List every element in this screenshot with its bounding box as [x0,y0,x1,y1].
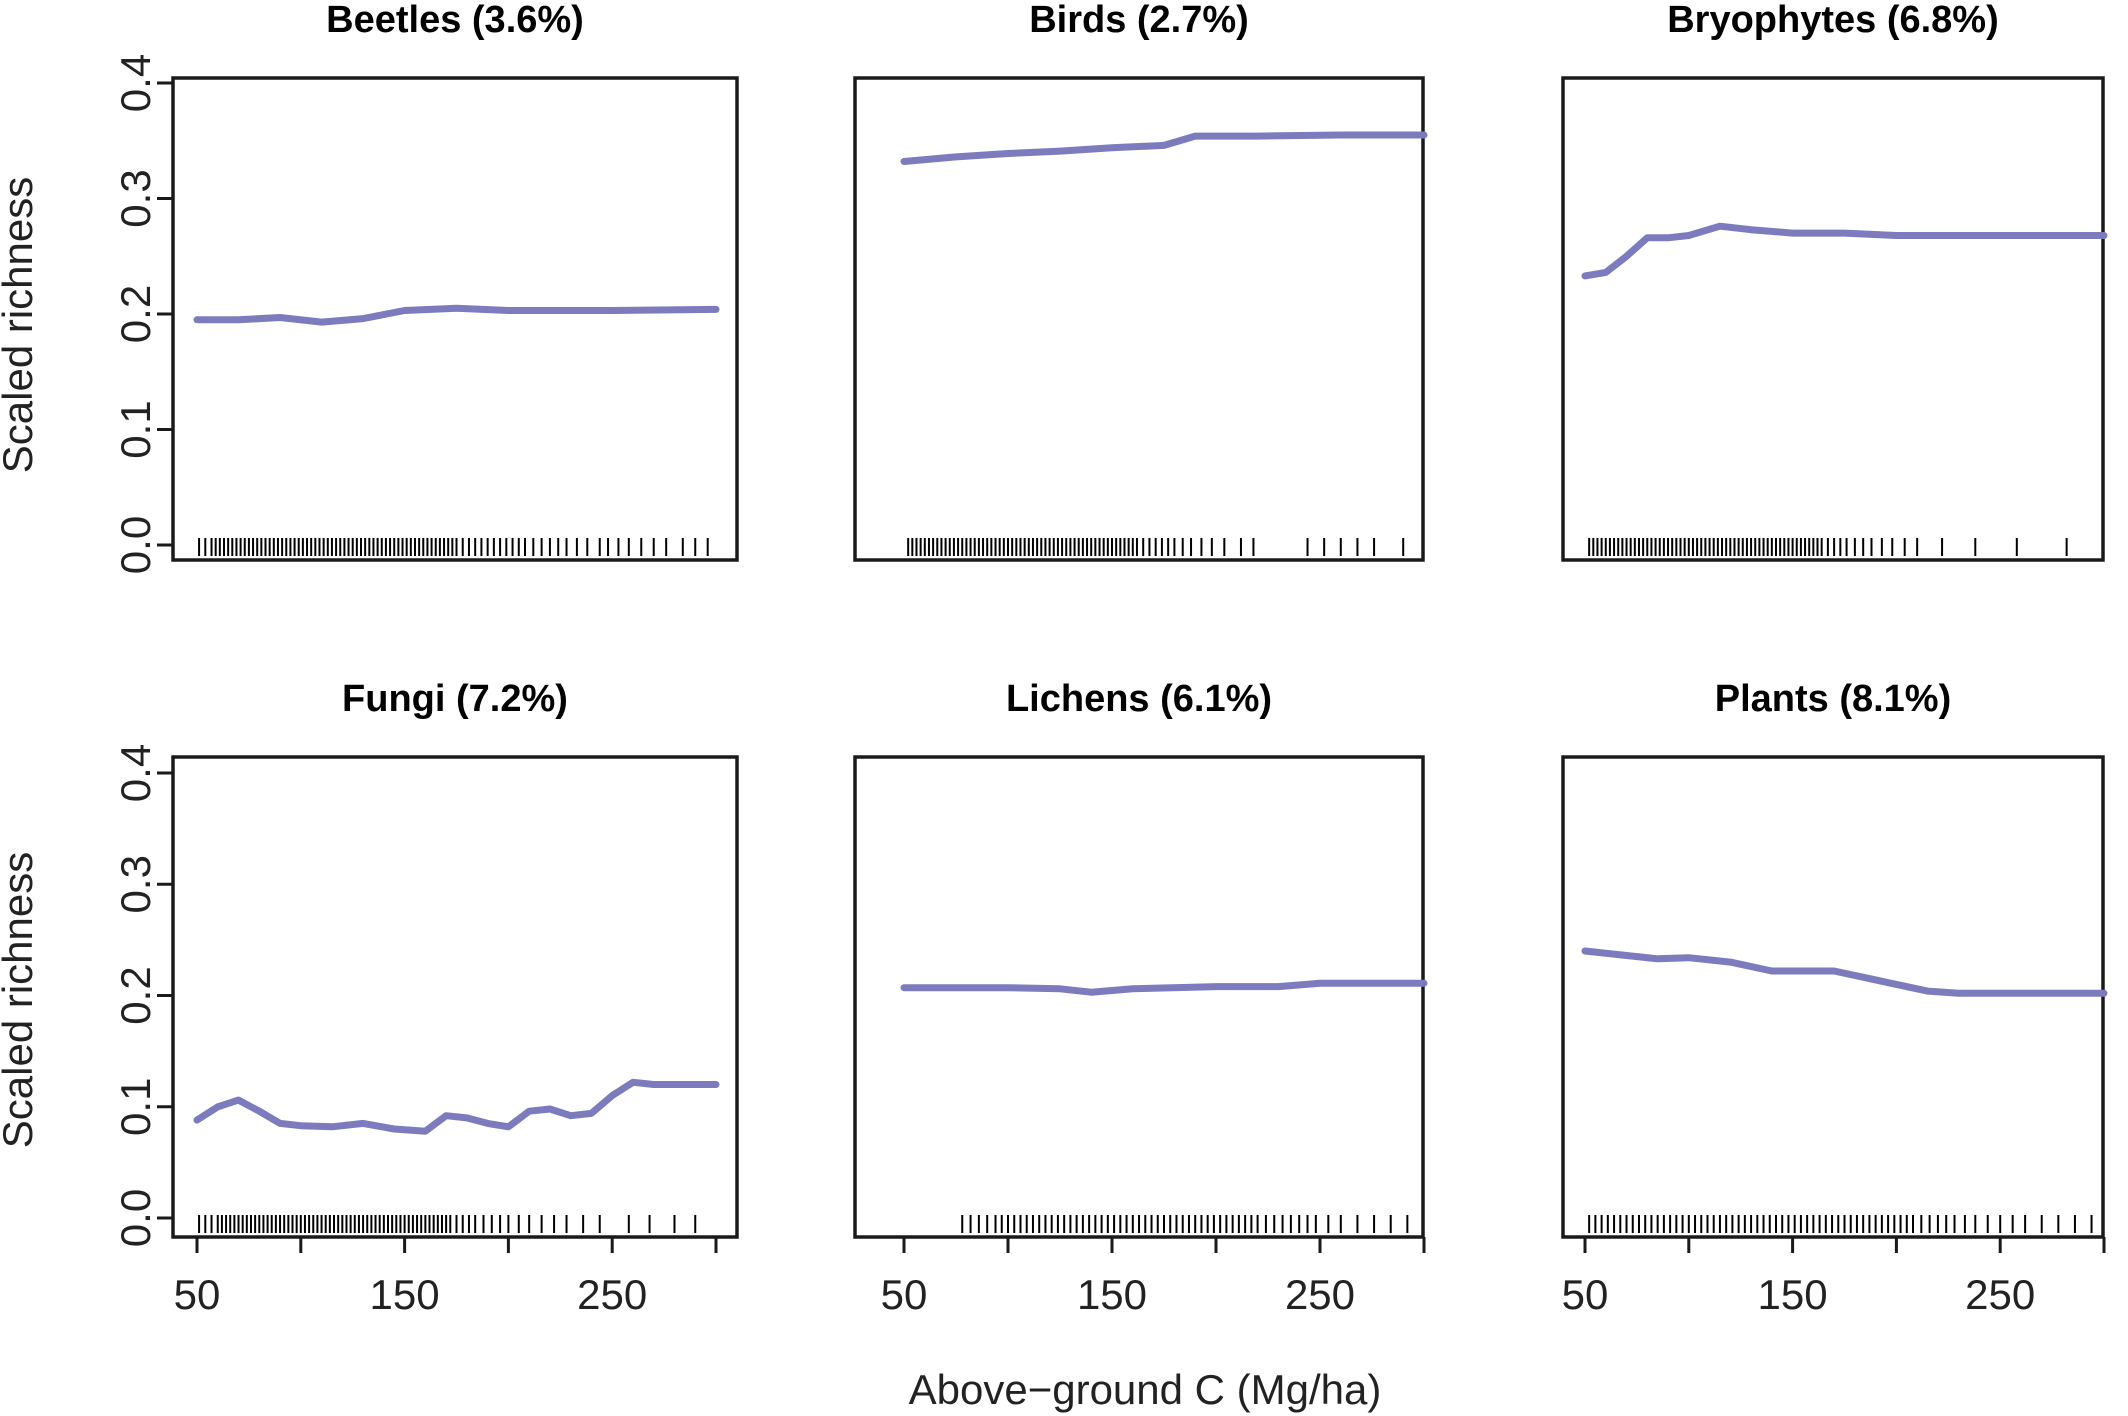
x-tick-label: 150 [370,1271,440,1318]
series-line [900,979,1428,996]
x-tick-label: 250 [1965,1271,2035,1318]
x-tick-label: 50 [174,1271,221,1318]
plot-frame [171,755,739,1239]
panel-5: Lichens (6.1%) 50 150 250 [853,678,1428,1318]
panel-title: Beetles (3.6%) [326,0,584,41]
x-tick-label: 150 [1758,1271,1828,1318]
plot-frame [853,755,1425,1239]
panel-1: Beetles (3.6%) 0.0 0.1 0.2 0.3 0.4 [112,0,739,574]
y-tick-label: 0.2 [112,966,159,1024]
x-axis-title: Above−ground C (Mg/ha) [909,1366,1382,1413]
x-tick-label: 150 [1077,1271,1147,1318]
y-tick-label: 0.1 [112,1078,159,1136]
panel-title: Fungi (7.2%) [342,678,568,720]
panel-title: Bryophytes (6.8%) [1667,0,1999,41]
y-tick-label: 0.0 [112,1189,159,1247]
series-line [900,131,1428,165]
panel-4: Fungi (7.2%) 0.0 0.1 0.2 0.3 0.4 50 150 250 [112,678,739,1318]
plot-frame [1561,755,2105,1239]
y-tick-label: 0.1 [112,400,159,458]
y-tick-label: 0.3 [112,169,159,227]
panels-group: Beetles (3.6%) 0.0 0.1 0.2 0.3 0.4 Birds (2.7%… [112,0,2108,1318]
panel-title: Birds (2.7%) [1029,0,1249,41]
y-tick-label: 0.4 [112,54,159,112]
y-tick-label: 0.2 [112,285,159,343]
x-tick-label: 50 [1562,1271,1609,1318]
series-line [1581,947,2108,997]
y-tick-label: 0.0 [112,516,159,574]
y-tick-label: 0.3 [112,855,159,913]
series-line [193,1078,720,1135]
panel-title: Plants (8.1%) [1715,678,1952,720]
panel-2: Birds (2.7%) [853,0,1428,562]
plot-frame [1561,76,2105,562]
panel-3: Bryophytes (6.8%) [1561,0,2108,562]
y-tick-label: 0.4 [112,744,159,802]
series-line [193,304,720,326]
panel-title: Lichens (6.1%) [1006,678,1272,720]
x-tick-label: 250 [1285,1271,1355,1318]
x-tick-label: 250 [577,1271,647,1318]
plot-frame [853,76,1425,562]
series-line [1581,222,2108,280]
y-axis-title-bottom: Scaled richness [0,852,41,1148]
panel-6: Plants (8.1%) 50 150 250 [1561,678,2108,1318]
x-tick-label: 50 [881,1271,928,1318]
y-axis-title-top: Scaled richness [0,177,41,473]
